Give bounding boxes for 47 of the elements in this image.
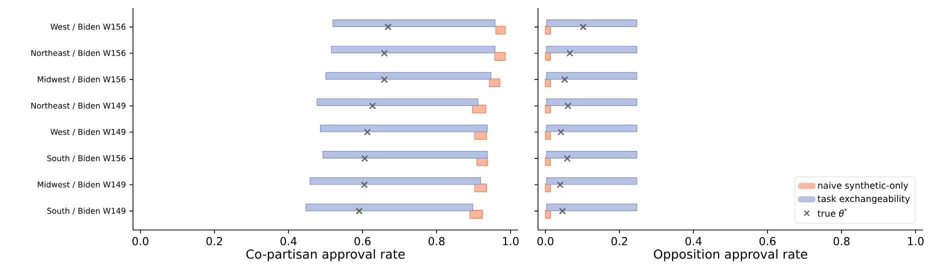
bar <box>310 177 481 185</box>
point <box>360 181 368 188</box>
point <box>380 76 388 84</box>
bar <box>472 104 486 114</box>
x-tick-label: 0.6 <box>760 237 776 246</box>
x-axis-title: Opposition approval rate <box>654 249 808 262</box>
x-tick-label: 0.2 <box>206 237 222 246</box>
bar <box>332 20 496 27</box>
x-tick-label: 0.8 <box>428 237 445 246</box>
x-tick-label: 1.0 <box>908 237 924 246</box>
x-tick-label: 0.0 <box>537 237 554 246</box>
x-axis-title: Co-partisan approval rate <box>246 249 405 262</box>
point <box>557 128 564 136</box>
x-tick-label: 0.0 <box>132 237 148 246</box>
legend-label: naive synthetic-only <box>818 182 908 191</box>
bar <box>320 124 488 132</box>
point <box>556 181 564 188</box>
point <box>361 154 368 162</box>
bar <box>474 184 487 192</box>
point <box>566 50 574 57</box>
bar <box>331 46 496 54</box>
x-tick-label: 0.2 <box>611 237 628 246</box>
bar <box>470 210 483 218</box>
point <box>369 102 376 110</box>
point <box>564 102 572 110</box>
x-tick-label: 0.4 <box>280 237 297 246</box>
bar <box>326 72 492 80</box>
legend-label: task exchangeability <box>818 195 910 204</box>
x-tick-label: 0.4 <box>685 237 702 246</box>
point <box>384 23 392 30</box>
x-tick-label: 0.8 <box>834 237 850 246</box>
point <box>580 23 587 30</box>
bar <box>495 26 506 34</box>
bar <box>489 78 500 87</box>
point <box>380 50 388 57</box>
point <box>561 76 568 84</box>
point <box>356 208 363 215</box>
x-tick-label: 1.0 <box>503 237 519 246</box>
bar <box>306 204 474 212</box>
bar <box>316 98 478 106</box>
point <box>564 154 571 162</box>
bar <box>322 151 488 158</box>
bar <box>494 52 506 61</box>
x-tick-label: 0.6 <box>354 237 371 246</box>
legend-label: true θ$^{*}$ <box>818 208 847 217</box>
point <box>364 128 371 136</box>
point <box>558 208 566 215</box>
